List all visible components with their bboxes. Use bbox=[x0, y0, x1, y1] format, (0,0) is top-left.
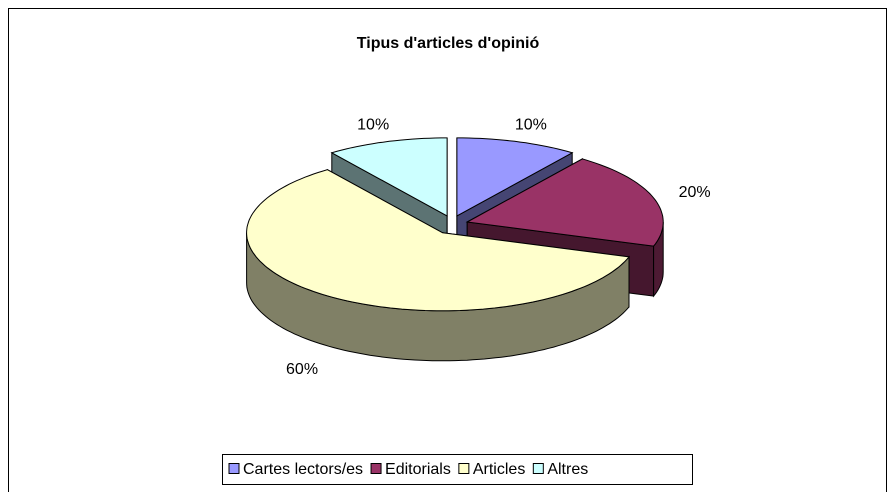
legend-label: Editorials bbox=[385, 461, 451, 478]
data-label: 10% bbox=[515, 117, 547, 134]
chart-title: Tipus d'articles d'opinió bbox=[357, 35, 540, 52]
data-label: 60% bbox=[286, 361, 318, 378]
legend-swatch bbox=[228, 463, 240, 474]
slice bbox=[456, 137, 574, 217]
legend-label: Articles bbox=[473, 461, 525, 478]
slice bbox=[465, 158, 664, 247]
data-label: 20% bbox=[679, 184, 711, 201]
slice bbox=[330, 137, 448, 217]
legend-label: Cartes lectors/es bbox=[243, 461, 363, 478]
legend-label: Altres bbox=[547, 461, 588, 478]
legend-swatch bbox=[458, 463, 470, 474]
legend-box bbox=[222, 454, 693, 485]
legend-swatch bbox=[370, 463, 382, 474]
data-label: 10% bbox=[357, 117, 389, 134]
legend-swatch bbox=[532, 463, 544, 474]
slice bbox=[246, 169, 630, 312]
